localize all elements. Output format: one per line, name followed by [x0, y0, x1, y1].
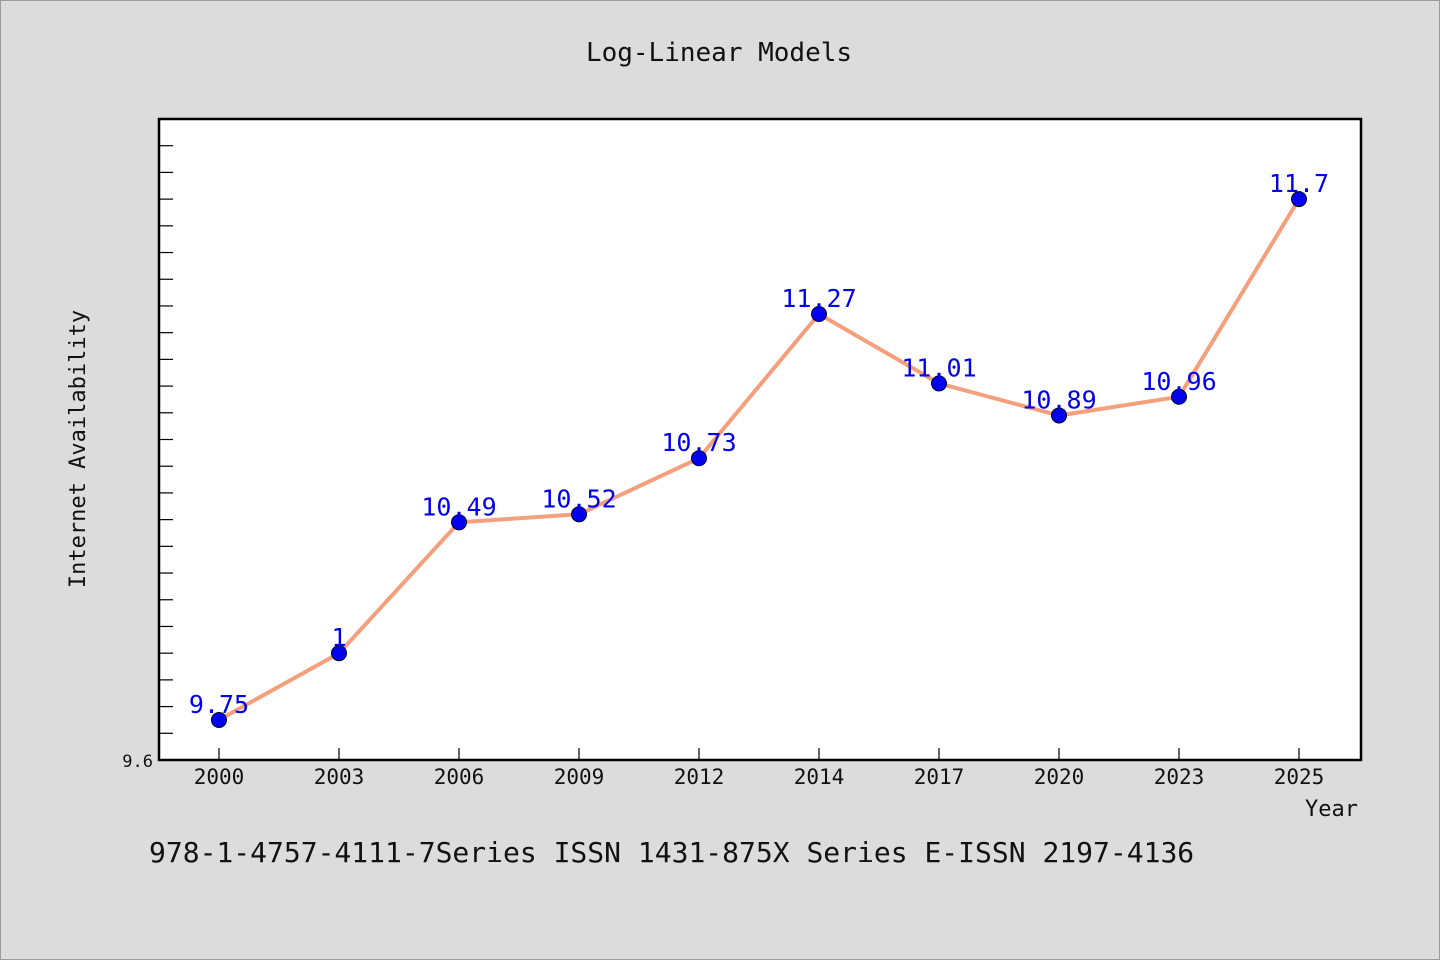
data-label: 11.01	[901, 353, 976, 382]
chart-title: Log-Linear Models	[586, 38, 852, 68]
data-label: 10.89	[1021, 385, 1096, 414]
data-point	[451, 514, 467, 531]
series-line	[218, 198, 1301, 722]
data-label: 11.27	[781, 284, 856, 313]
footer-isbn-text: 978-1-4757-4111-7Series ISSN 1431-875X S…	[149, 836, 1194, 869]
x-tick-label: 2014	[794, 765, 845, 789]
data-label: 9.75	[189, 690, 249, 719]
data-label: 10.73	[661, 428, 736, 457]
data-point	[811, 305, 827, 322]
x-tick-label: 2023	[1154, 765, 1205, 789]
data-label: 11.7	[1269, 169, 1329, 198]
data-point	[1171, 388, 1187, 405]
x-tick-label: 2003	[314, 765, 365, 789]
data-point	[1291, 191, 1307, 208]
x-tick-label: 2006	[434, 765, 485, 789]
x-tick-label: 2025	[1274, 765, 1325, 789]
series-markers	[211, 191, 1307, 728]
y-tick-label: 9.6	[122, 752, 153, 772]
data-point	[571, 506, 587, 523]
data-point	[211, 711, 227, 728]
x-tick-label: 2020	[1034, 765, 1085, 789]
x-axis-ticks: 2000 2003 2006 2009 2012 2014 2017 2020 2023 2025	[194, 748, 1325, 789]
data-label: 10.49	[421, 492, 496, 521]
data-label: 1	[331, 623, 346, 652]
x-tick-label: 2000	[194, 765, 245, 789]
plot-area	[157, 117, 1363, 762]
data-labels: 9.75 1 10.49 10.52 10.73 11.27 11.01 10.89 10.96…	[189, 169, 1329, 719]
x-axis-title: Year	[1305, 797, 1358, 822]
data-point	[1051, 407, 1067, 424]
x-tick-label: 2012	[674, 765, 725, 789]
data-point	[691, 450, 707, 467]
data-label: 10.52	[541, 484, 616, 513]
y-axis-title: Internet Availability	[66, 310, 91, 588]
data-point	[931, 375, 947, 392]
x-tick-label: 2009	[554, 765, 605, 789]
x-tick-label: 2017	[914, 765, 965, 789]
data-label: 10.96	[1141, 367, 1216, 396]
data-point	[331, 645, 347, 662]
y-axis-ticks	[159, 145, 173, 761]
